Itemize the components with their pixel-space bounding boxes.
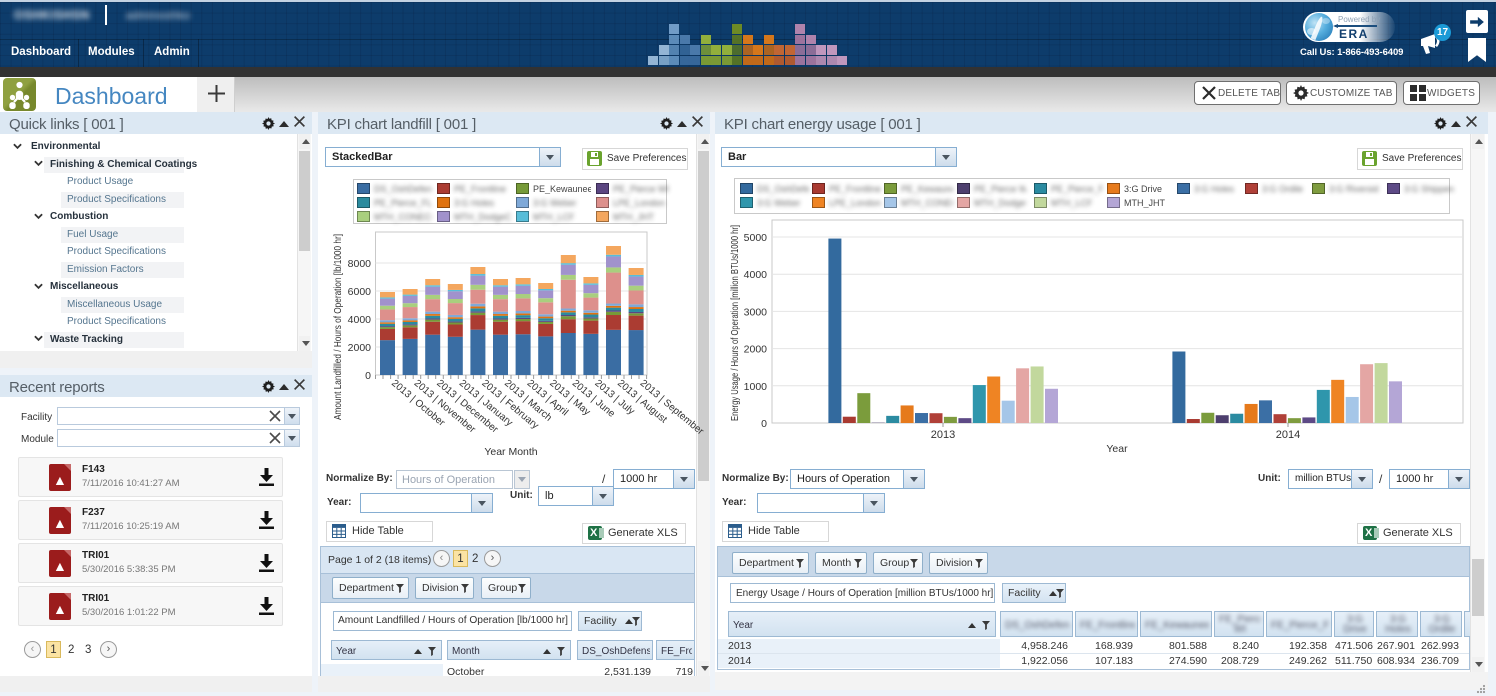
svg-text:0: 0 bbox=[365, 370, 371, 382]
svg-text:Amount Landfilled / Hours of O: Amount Landfilled / Hours of Operation [… bbox=[333, 234, 344, 420]
svg-text:Year Month: Year Month bbox=[484, 446, 537, 458]
svg-text:2013: 2013 bbox=[931, 429, 955, 441]
svg-text:2000: 2000 bbox=[744, 344, 768, 356]
svg-text:3000: 3000 bbox=[744, 306, 768, 318]
svg-text:4000: 4000 bbox=[348, 314, 372, 326]
svg-text:6000: 6000 bbox=[348, 286, 372, 298]
svg-text:1000: 1000 bbox=[744, 381, 768, 393]
svg-text:2000: 2000 bbox=[348, 342, 372, 354]
svg-text:0: 0 bbox=[761, 418, 767, 430]
svg-text:8000: 8000 bbox=[348, 258, 372, 270]
svg-text:Year: Year bbox=[1106, 443, 1128, 455]
svg-text:5000: 5000 bbox=[744, 232, 768, 244]
svg-text:4000: 4000 bbox=[744, 269, 768, 281]
svg-text:Energy Usage / Hours of Operat: Energy Usage / Hours of Operation [milli… bbox=[730, 225, 741, 421]
svg-text:2014: 2014 bbox=[1276, 429, 1300, 441]
